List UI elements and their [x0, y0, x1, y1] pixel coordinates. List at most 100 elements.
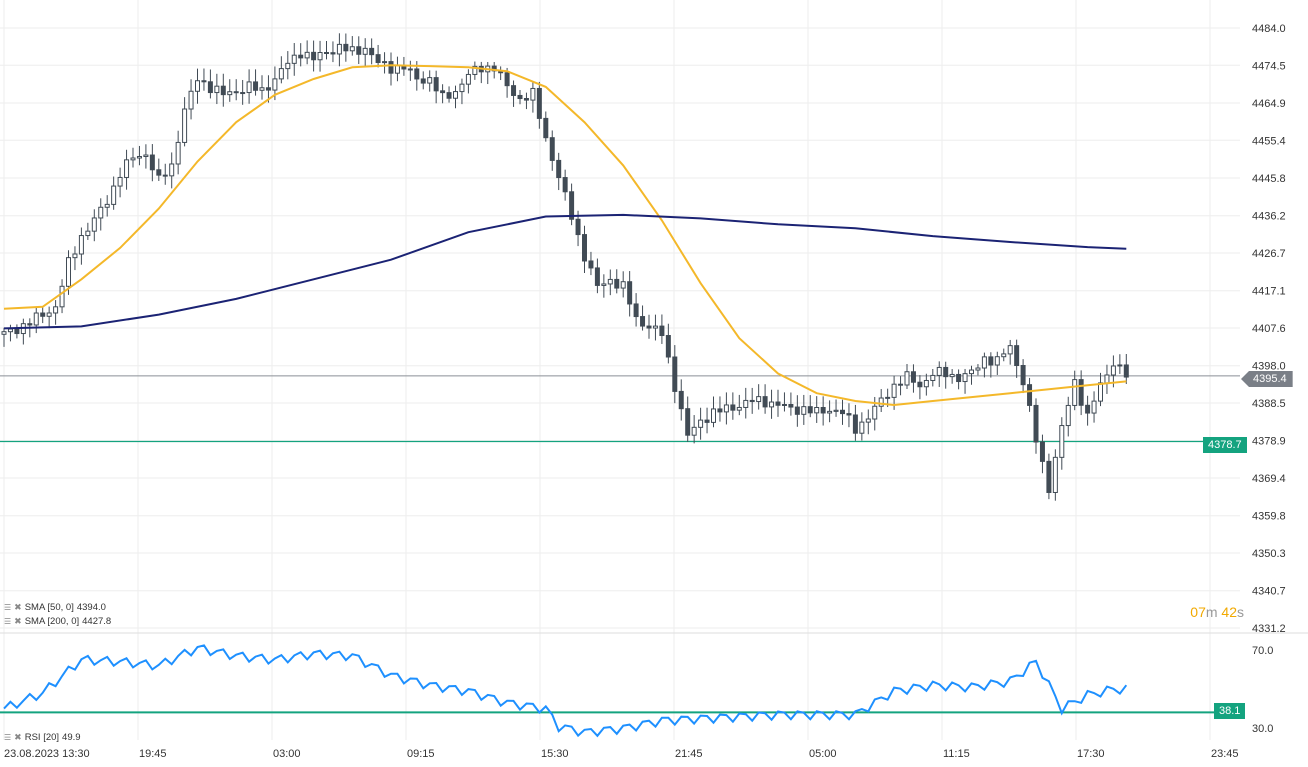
candle — [317, 40, 323, 72]
candle — [304, 40, 310, 65]
candle — [723, 392, 729, 425]
candle-body — [130, 157, 136, 161]
rsi-panel: 70.0 30.0 — [0, 644, 1273, 738]
candle — [1033, 398, 1039, 454]
candle-body — [382, 61, 388, 64]
candle-body — [1098, 382, 1103, 402]
gridlines — [0, 0, 1308, 740]
candle — [33, 307, 39, 334]
candle — [646, 314, 652, 339]
candle-body — [962, 373, 968, 383]
x-tick-label: 23:45 — [1211, 748, 1239, 760]
candle-body — [840, 409, 845, 415]
candle-body — [1110, 365, 1116, 376]
sma200-line — [3, 213, 1127, 330]
x-tick-label: 11:15 — [943, 748, 970, 760]
candle — [265, 75, 271, 103]
rsi-level-tag[interactable]: 38.1 — [1214, 703, 1246, 719]
timer-seconds-unit: s — [1237, 604, 1244, 620]
candle — [1, 327, 7, 347]
close-icon[interactable]: ✖ — [14, 602, 22, 612]
candle-body — [1091, 400, 1097, 414]
candle-body — [827, 410, 833, 414]
list-icon[interactable]: ☰ — [4, 603, 12, 612]
candle — [691, 415, 697, 444]
list-icon[interactable]: ☰ — [4, 733, 12, 742]
x-tick-label: 05:00 — [809, 748, 837, 760]
candle — [433, 70, 439, 104]
current-price-tag: 4395.4 — [1241, 371, 1293, 387]
legend-rsi-value: 49.9 — [62, 732, 81, 743]
candle-body — [736, 406, 742, 411]
candle-body — [781, 403, 787, 406]
candle — [291, 43, 297, 76]
candle — [201, 68, 207, 91]
x-tick-label: 19:45 — [139, 748, 167, 760]
candle — [175, 130, 181, 175]
legend-rsi[interactable]: ☰ ✖ RSI [20] 49.9 — [4, 732, 81, 743]
candle-body — [143, 154, 149, 158]
candle — [704, 407, 710, 434]
candle — [1001, 348, 1007, 362]
candle — [504, 67, 510, 98]
candle — [85, 222, 91, 240]
horizontal-line-price-tag[interactable]: 4378.7 — [1203, 437, 1247, 453]
candle — [969, 365, 974, 385]
candle-body — [601, 283, 607, 286]
candle — [1072, 370, 1078, 411]
candle-body — [362, 47, 368, 55]
candle — [762, 384, 768, 414]
candle — [375, 44, 381, 68]
candle — [1078, 370, 1084, 416]
rsi-line — [3, 644, 1128, 738]
close-icon[interactable]: ✖ — [14, 732, 22, 742]
candle-body — [1, 331, 7, 335]
candle-body — [388, 61, 394, 74]
list-icon[interactable]: ☰ — [4, 617, 12, 626]
candle-body — [98, 206, 104, 219]
candle-body — [375, 54, 381, 63]
candle-body — [820, 406, 826, 414]
candle — [388, 52, 394, 86]
candle — [343, 33, 349, 62]
candle — [549, 130, 555, 171]
candle — [1020, 359, 1026, 394]
candle — [994, 351, 1000, 375]
candle-body — [678, 390, 684, 410]
candle-body — [801, 406, 807, 415]
candle-body — [646, 325, 652, 329]
candle — [569, 183, 575, 226]
candle-body — [175, 141, 181, 165]
legend-sma200[interactable]: ☰ ✖ SMA [200, 0] 4427.8 — [4, 616, 111, 627]
candle-body — [794, 406, 800, 415]
candle — [672, 345, 678, 404]
candle — [1123, 353, 1129, 384]
candle-body — [259, 87, 265, 91]
candle — [336, 33, 342, 67]
candle-body — [1039, 441, 1045, 462]
candle-body — [543, 117, 549, 139]
candle-body — [356, 46, 362, 55]
candle — [775, 389, 781, 417]
candle-body — [1033, 404, 1039, 443]
candle-body — [272, 78, 278, 91]
x-tick-label: 03:00 — [273, 748, 301, 760]
candle-body — [981, 356, 987, 369]
candle — [20, 318, 26, 345]
candle — [98, 198, 104, 231]
close-icon[interactable]: ✖ — [14, 616, 22, 626]
candle — [536, 81, 542, 129]
rsi-tick-label: 70.0 — [1252, 645, 1273, 657]
candle — [59, 279, 65, 314]
rsi-tick-label: 30.0 — [1252, 723, 1273, 735]
y-tick-label: 4398.0 — [1252, 361, 1286, 373]
candle-body — [1104, 374, 1110, 384]
candle-body — [846, 413, 852, 416]
candle — [878, 389, 884, 412]
candle-body — [943, 366, 949, 378]
candle-body — [149, 154, 155, 171]
legend-sma50[interactable]: ☰ ✖ SMA [50, 0] 4394.0 — [4, 602, 106, 613]
candle-body — [156, 169, 162, 176]
candle-body — [743, 399, 749, 408]
